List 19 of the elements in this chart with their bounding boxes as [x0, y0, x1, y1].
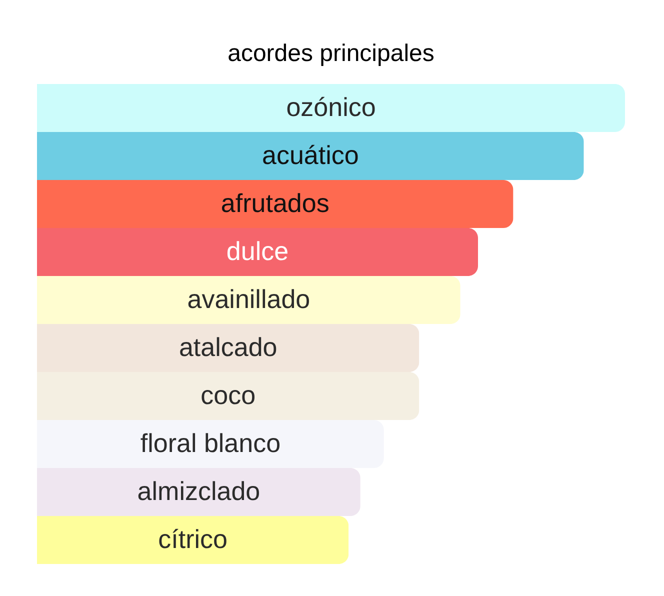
y-tick-label: atalcado — [178, 332, 278, 362]
y-tick-label: cítrico — [158, 524, 228, 554]
bar — [37, 180, 514, 228]
bar — [37, 516, 349, 564]
bar — [37, 468, 360, 516]
y-tick-label: acuático — [262, 140, 359, 170]
y-tick-label: floral blanco — [140, 428, 281, 458]
bar — [37, 420, 384, 468]
bar — [37, 132, 584, 180]
y-tick-label: almizclado — [137, 476, 260, 506]
y-tick-label: avainillado — [187, 284, 310, 314]
bar — [37, 228, 478, 276]
bar — [37, 276, 460, 324]
y-tick-label: dulce — [226, 236, 289, 266]
bar — [37, 84, 625, 132]
chart-title: acordes principales — [228, 40, 434, 67]
y-tick-label: ozónico — [286, 92, 376, 122]
y-tick-label: afrutados — [220, 188, 330, 218]
y-tick-label: coco — [200, 380, 256, 410]
